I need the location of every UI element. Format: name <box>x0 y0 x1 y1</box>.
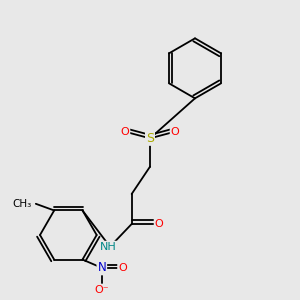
Text: O: O <box>121 127 129 137</box>
Text: O: O <box>118 263 127 273</box>
Text: O⁻: O⁻ <box>94 284 109 295</box>
Text: O: O <box>154 219 164 229</box>
Text: CH₃: CH₃ <box>13 199 32 209</box>
Text: N: N <box>98 261 106 274</box>
Text: NH: NH <box>100 242 117 252</box>
Text: S: S <box>146 132 154 145</box>
Text: O: O <box>171 127 179 137</box>
